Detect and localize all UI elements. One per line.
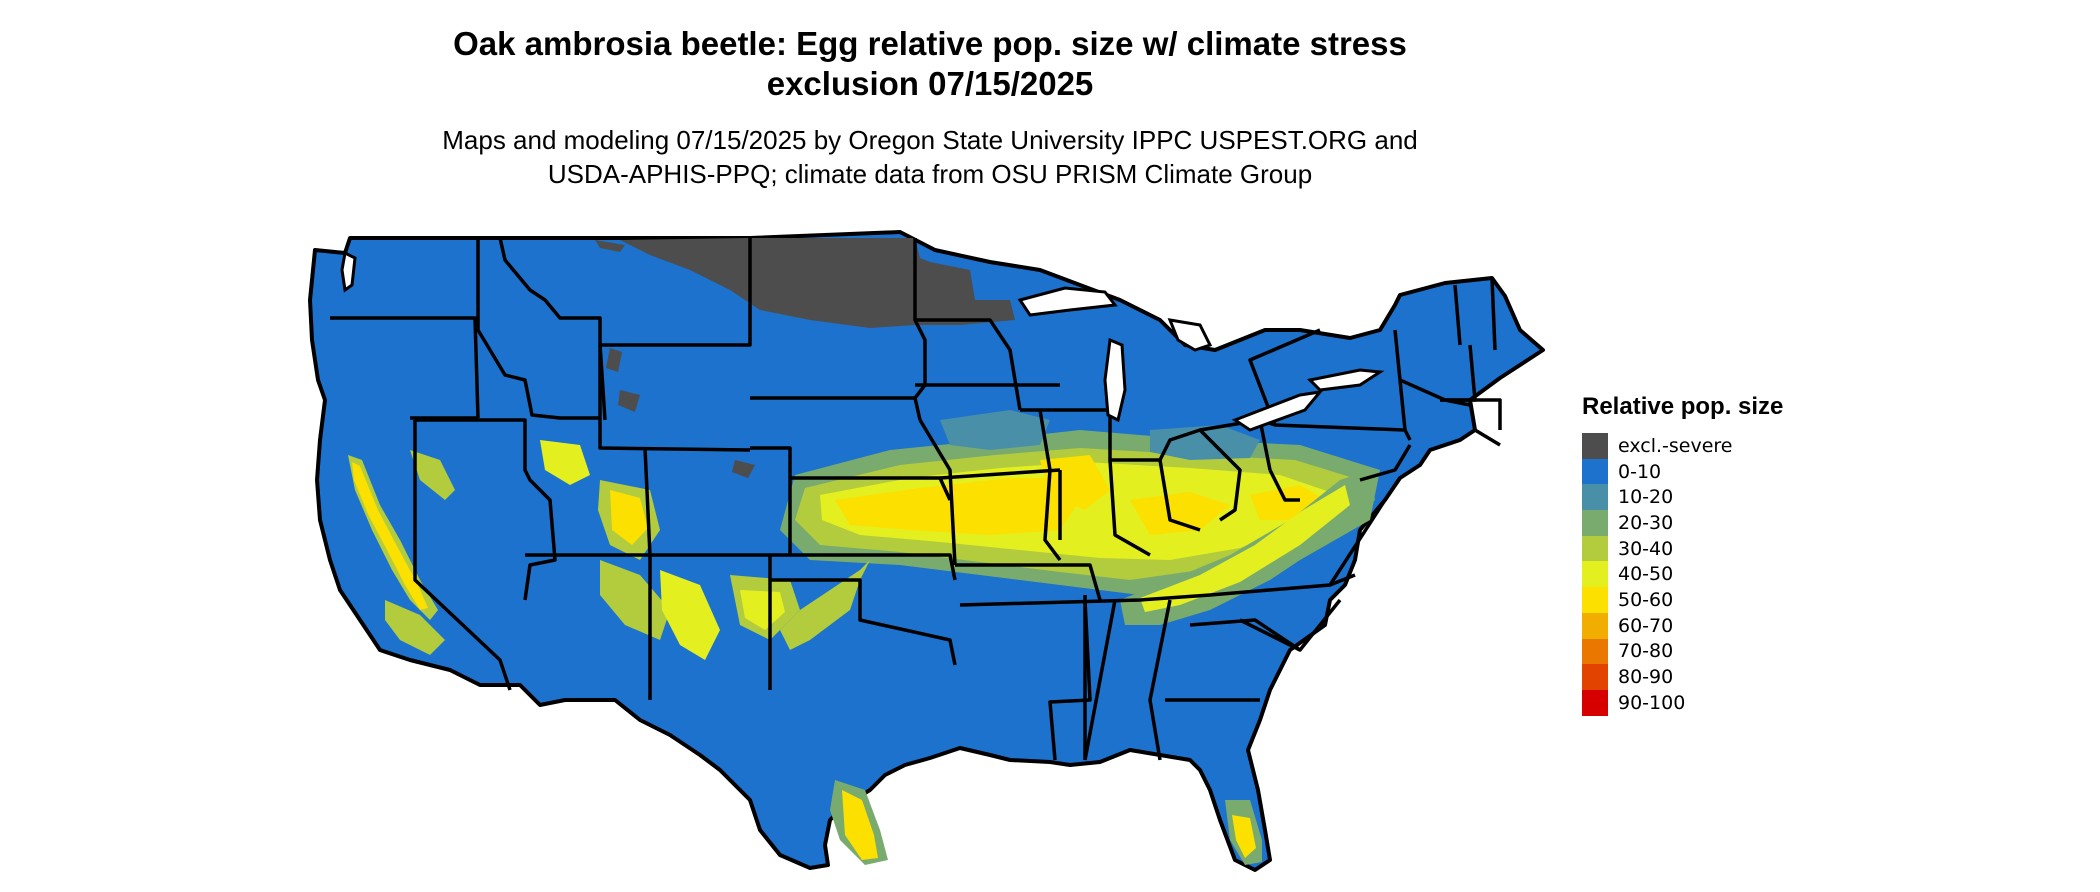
legend-label: 10-20 (1618, 486, 1674, 509)
legend-item: 60-70 (1582, 612, 1783, 639)
legend-item: 0-10 (1582, 458, 1783, 485)
legend-label: 0-10 (1618, 460, 1662, 483)
legend-item: 20-30 (1582, 510, 1783, 536)
legend-swatch (1582, 664, 1608, 690)
legend-label: 70-80 (1618, 640, 1674, 663)
legend-title: Relative pop. size (1582, 393, 1784, 420)
map-title: Oak ambrosia beetle: Egg relative pop. s… (0, 24, 1860, 104)
legend-label: 80-90 (1618, 666, 1674, 689)
legend-item: 90-100 (1582, 689, 1783, 716)
legend-item: 50-60 (1582, 587, 1783, 613)
legend-swatch (1582, 689, 1608, 716)
us-map-svg (308, 230, 1545, 872)
legend-items: excl.-severe 0-10 10-20 20-30 30-40 40-50 50-6… (1582, 433, 1783, 716)
southern-risk (830, 780, 1262, 865)
legend-label: 40-50 (1618, 563, 1674, 586)
subtitle-line-2: USDA-APHIS-PPQ; climate data from OSU PR… (547, 159, 1313, 189)
legend-label: 90-100 (1618, 691, 1686, 714)
legend-swatch (1582, 638, 1608, 665)
great-lakes (1017, 286, 1385, 432)
legend-swatch (1582, 587, 1608, 613)
legend-label: 30-40 (1618, 537, 1674, 560)
puget-sound (340, 250, 357, 293)
legend-item: excl.-severe (1582, 433, 1783, 459)
legend-swatch (1582, 535, 1608, 562)
legend-label: excl.-severe (1618, 434, 1733, 457)
legend-item: 70-80 (1582, 638, 1783, 665)
legend-label: 60-70 (1618, 614, 1674, 637)
legend-swatch (1582, 510, 1608, 536)
legend-label: 20-30 (1618, 511, 1674, 534)
legend-label: 50-60 (1618, 588, 1674, 611)
state-borders (330, 237, 1502, 761)
map-subtitle: Maps and modeling 07/15/2025 by Oregon S… (0, 123, 1860, 191)
legend-item: 80-90 (1582, 664, 1783, 690)
appalachian-risk (1120, 470, 1375, 625)
subtitle-line-1: Maps and modeling 07/15/2025 by Oregon S… (442, 125, 1418, 155)
legend-item: 10-20 (1582, 484, 1783, 511)
title-line-1: Oak ambrosia beetle: Egg relative pop. s… (453, 25, 1407, 62)
legend-swatch (1582, 561, 1608, 588)
legend-swatch (1582, 612, 1608, 639)
legend-item: 30-40 (1582, 535, 1783, 562)
legend-swatch (1582, 458, 1608, 485)
central-plains-risk (780, 410, 1380, 595)
legend: Relative pop. size excl.-severe 0-10 10-20… (1582, 393, 1783, 716)
legend-item: 40-50 (1582, 561, 1783, 588)
legend-swatch (1582, 484, 1608, 511)
us-map (300, 220, 1560, 890)
title-line-2: exclusion 07/15/2025 (766, 65, 1094, 102)
legend-swatch (1582, 433, 1608, 459)
